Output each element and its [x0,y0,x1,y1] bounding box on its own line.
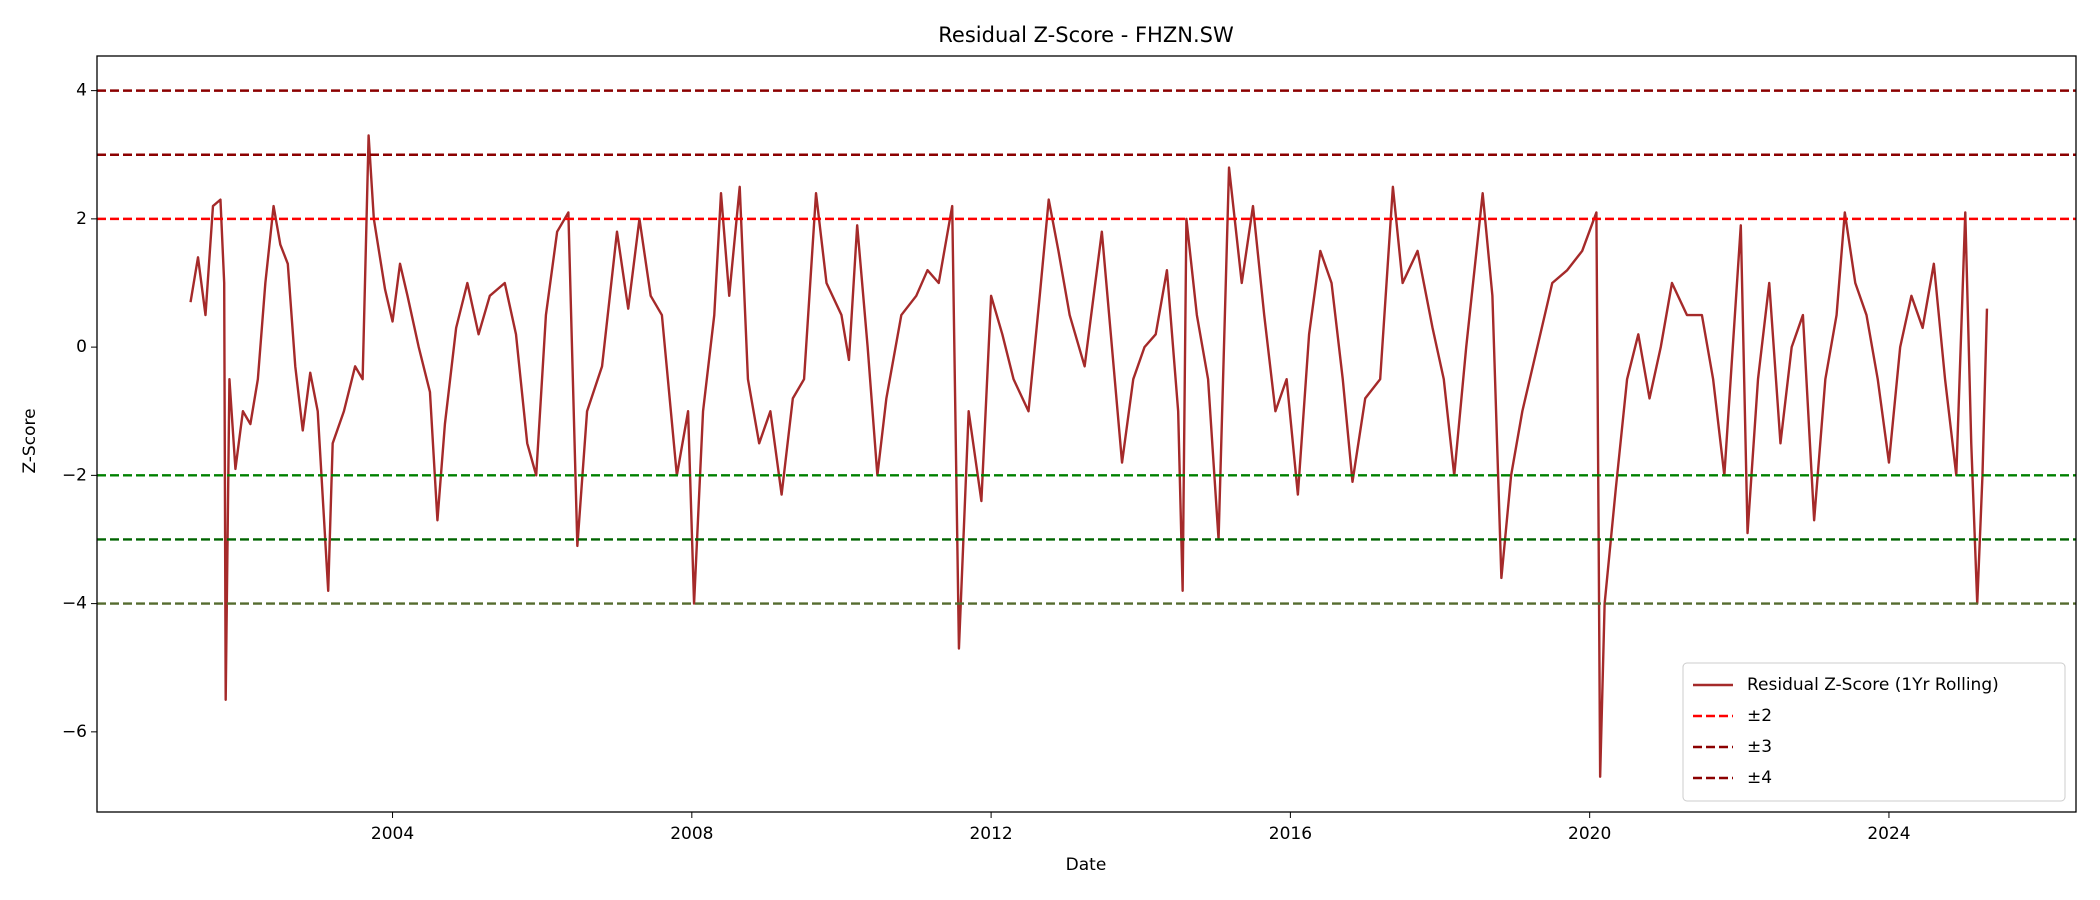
y-tick-label: 0 [76,337,87,357]
x-tick-label: 2012 [969,824,1012,844]
legend-box [1682,662,2066,802]
data-line [189,134,1989,778]
y-tick-label: −6 [62,722,87,742]
x-tick-label: 2008 [670,824,713,844]
y-tick-label: −2 [62,465,87,485]
legend-label: ±3 [1747,737,1772,757]
legend-label: ±4 [1747,768,1772,788]
x-tick-label: 2004 [371,824,414,844]
legend-label: Residual Z-Score (1Yr Rolling) [1747,675,1999,695]
x-tick-label: 2024 [1867,824,1910,844]
chart-title: Residual Z-Score - FHZN.SW [938,23,1234,47]
y-tick-label: 4 [76,81,87,101]
legend: Residual Z-Score (1Yr Rolling) ±2 ±3 ±4 [1682,662,2066,802]
y-tick-label: 2 [76,209,87,229]
x-tick-label: 2016 [1269,824,1312,844]
y-tick-label: −4 [62,594,87,614]
legend-label: ±2 [1747,706,1772,726]
x-tick-label: 2020 [1568,824,1611,844]
y-axis-label: Z-Score [20,408,40,473]
plot-frame [96,55,2077,813]
x-axis-label: Date [1066,855,1107,875]
